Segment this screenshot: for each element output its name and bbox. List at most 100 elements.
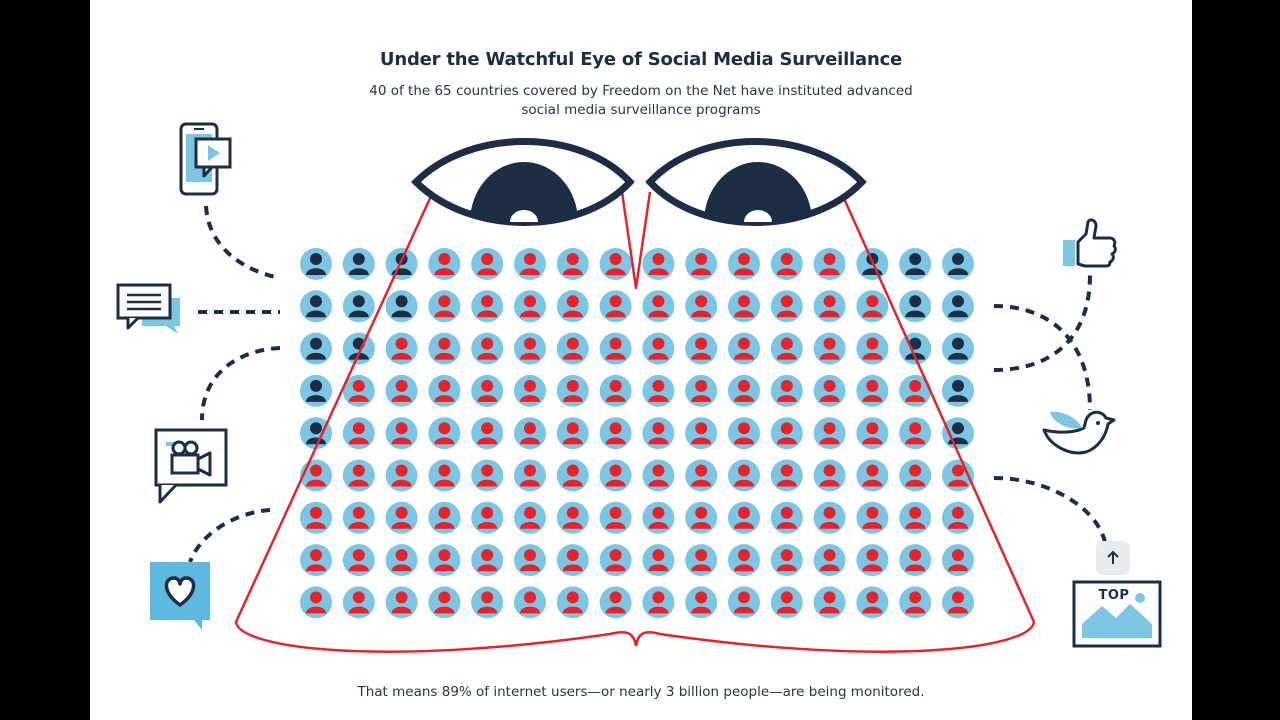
person-icon bbox=[685, 544, 718, 577]
subtitle-line-2: social media surveillance programs bbox=[521, 102, 761, 118]
person-icon bbox=[642, 248, 675, 280]
person-icon bbox=[813, 332, 846, 365]
video-camera-bubble-icon bbox=[154, 428, 228, 504]
person-icon bbox=[556, 374, 589, 407]
person-icon bbox=[685, 290, 718, 323]
thumbs-up-icon bbox=[1063, 218, 1117, 268]
person-icon bbox=[556, 417, 589, 450]
person-icon bbox=[428, 332, 461, 365]
person-icon bbox=[942, 586, 974, 619]
person-icon bbox=[642, 459, 675, 492]
person-icon bbox=[599, 374, 632, 407]
person-icon bbox=[471, 417, 504, 450]
person-icon bbox=[642, 374, 675, 407]
person-icon bbox=[813, 417, 846, 450]
phone-video-icon bbox=[179, 122, 232, 196]
person-icon bbox=[342, 459, 375, 492]
left-gaze-cone bbox=[234, 193, 638, 653]
person-icon bbox=[770, 332, 803, 365]
person-icon bbox=[942, 332, 974, 365]
person-icon bbox=[685, 374, 718, 407]
person-icon bbox=[642, 501, 675, 534]
infographic-footer: That means 89% of internet users—or near… bbox=[357, 684, 925, 700]
person-icon bbox=[856, 332, 889, 365]
person-icon bbox=[813, 248, 846, 280]
person-icon bbox=[899, 586, 932, 619]
person-icon bbox=[942, 417, 974, 450]
person-icon bbox=[471, 290, 504, 323]
person-icon bbox=[514, 501, 546, 534]
person-icon bbox=[300, 544, 332, 577]
person-icon bbox=[385, 332, 418, 365]
person-icon bbox=[899, 544, 932, 577]
back-to-top-button[interactable] bbox=[1096, 541, 1130, 575]
person-icon bbox=[514, 290, 546, 323]
person-icon bbox=[728, 290, 760, 323]
person-icon bbox=[685, 586, 718, 619]
person-icon bbox=[385, 501, 418, 534]
person-icon bbox=[813, 544, 846, 577]
person-icon bbox=[342, 417, 375, 450]
person-icon bbox=[770, 586, 803, 619]
person-icon bbox=[300, 586, 332, 619]
person-icon bbox=[942, 248, 974, 280]
person-icon bbox=[385, 248, 418, 280]
connector-left-1 bbox=[204, 205, 281, 280]
person-icon bbox=[556, 459, 589, 492]
person-icon bbox=[599, 417, 632, 450]
person-icon bbox=[385, 459, 418, 492]
person-icon bbox=[685, 248, 718, 280]
person-icon bbox=[899, 248, 932, 280]
person-icon bbox=[556, 248, 589, 280]
right-eye-icon bbox=[645, 138, 867, 226]
person-icon bbox=[428, 501, 461, 534]
person-icon bbox=[300, 332, 332, 365]
person-icon bbox=[728, 501, 760, 534]
person-icon bbox=[642, 332, 675, 365]
person-icon bbox=[428, 290, 461, 323]
person-icon bbox=[428, 248, 461, 280]
person-icon bbox=[942, 374, 974, 407]
person-icon bbox=[599, 544, 632, 577]
person-icon bbox=[728, 544, 760, 577]
person-icon bbox=[770, 417, 803, 450]
picture-frame-icon bbox=[1072, 580, 1162, 648]
infographic-title: Under the Watchful Eye of Social Media S… bbox=[379, 49, 903, 70]
bird-icon bbox=[1042, 410, 1116, 455]
person-icon bbox=[942, 290, 974, 323]
person-icon bbox=[300, 374, 332, 407]
person-icon bbox=[856, 459, 889, 492]
person-icon bbox=[728, 417, 760, 450]
person-icon bbox=[514, 586, 546, 619]
person-icon bbox=[342, 374, 375, 407]
person-icon bbox=[556, 544, 589, 577]
person-icon bbox=[942, 501, 974, 534]
person-icon bbox=[300, 501, 332, 534]
person-icon bbox=[471, 374, 504, 407]
connector-right-2 bbox=[993, 274, 1092, 372]
person-icon bbox=[428, 459, 461, 492]
chat-bubble-icon bbox=[116, 283, 180, 334]
person-icon bbox=[471, 501, 504, 534]
person-icon bbox=[770, 248, 803, 280]
person-icon bbox=[342, 586, 375, 619]
person-icon bbox=[385, 290, 418, 323]
person-icon bbox=[471, 459, 504, 492]
person-icon bbox=[642, 417, 675, 450]
person-icon bbox=[728, 374, 760, 407]
connector-left-4 bbox=[188, 508, 271, 563]
person-icon bbox=[770, 544, 803, 577]
person-icon bbox=[728, 248, 760, 280]
person-icon bbox=[856, 374, 889, 407]
arrow-up-icon bbox=[1107, 550, 1119, 564]
person-icon bbox=[599, 332, 632, 365]
person-icon bbox=[342, 501, 375, 534]
person-icon bbox=[856, 501, 889, 534]
person-icon bbox=[428, 374, 461, 407]
back-to-top-label[interactable]: TOP bbox=[1098, 588, 1130, 603]
person-icon bbox=[428, 544, 461, 577]
person-icon bbox=[899, 374, 932, 407]
person-icon bbox=[685, 332, 718, 365]
person-icon bbox=[813, 501, 846, 534]
person-icon bbox=[899, 290, 932, 323]
